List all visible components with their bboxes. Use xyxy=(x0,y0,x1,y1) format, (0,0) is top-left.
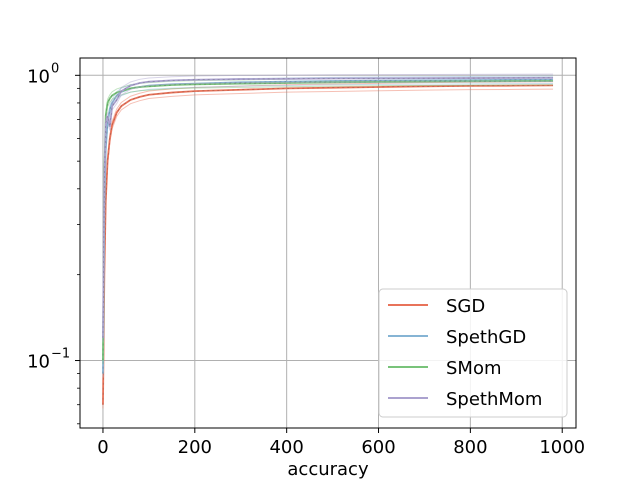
x-axis: 0 200 400 600 800 1000 xyxy=(97,428,585,458)
series-layer xyxy=(102,73,554,409)
series-sgd xyxy=(102,81,554,409)
y-tick-exponent: 0 xyxy=(51,61,59,76)
x-tick-label: 200 xyxy=(178,437,212,458)
series-edge xyxy=(102,80,554,361)
series-line xyxy=(102,76,554,338)
series-spethmom xyxy=(102,73,554,342)
y-tick-label: 10 xyxy=(27,66,50,87)
series-band-line xyxy=(102,84,554,365)
series-line xyxy=(102,84,554,405)
legend-label: SpethMom xyxy=(446,389,542,410)
x-tick-label: 1000 xyxy=(539,437,585,458)
legend: SGD SpethGD SMom SpethMom xyxy=(378,288,568,418)
series-edge xyxy=(102,85,554,405)
series-edge xyxy=(102,77,554,338)
legend-label: SGD xyxy=(446,296,485,317)
y-tick-exponent: −1 xyxy=(51,347,70,362)
x-tick-label: 600 xyxy=(361,437,395,458)
legend-label: SMom xyxy=(446,358,502,379)
y-tick-label: 10 xyxy=(27,352,50,373)
series-line xyxy=(102,80,554,361)
legend-box xyxy=(378,288,568,418)
x-axis-label: accuracy xyxy=(287,459,369,480)
x-tick-label: 400 xyxy=(269,437,303,458)
legend-label: SpethGD xyxy=(446,327,526,348)
x-tick-label: 800 xyxy=(453,437,487,458)
plot-frame xyxy=(79,57,577,429)
x-tick-label: 0 xyxy=(97,437,108,458)
